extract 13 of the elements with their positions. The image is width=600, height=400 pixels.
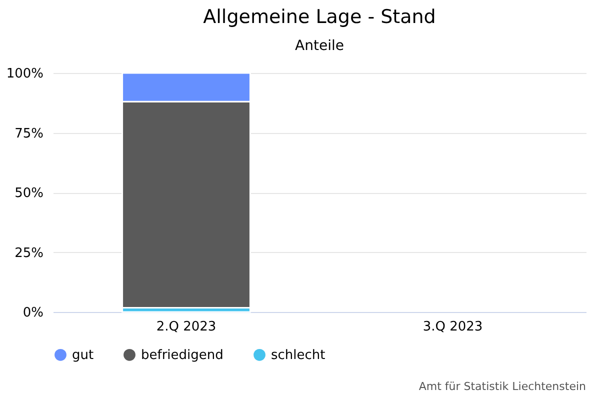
- y-tick-label: 25%: [14, 246, 44, 261]
- legend-label: befriedigend: [141, 348, 224, 363]
- legend-label: gut: [72, 348, 94, 363]
- chart-subtitle: Anteile: [295, 38, 344, 54]
- y-tick-label: 100%: [6, 66, 44, 82]
- chart-title: Allgemeine Lage - Stand: [203, 6, 436, 28]
- x-tick-label: 3.Q 2023: [422, 320, 483, 334]
- y-tick-label: 50%: [14, 186, 44, 201]
- text: Amt für Statistik Liechtenstein: [418, 380, 586, 393]
- y-tick-label: 75%: [14, 126, 44, 142]
- y-tick-label: 0%: [22, 306, 44, 320]
- legend-label: schlecht: [271, 348, 326, 363]
- x-tick-label: 2.Q 2023: [156, 320, 216, 334]
